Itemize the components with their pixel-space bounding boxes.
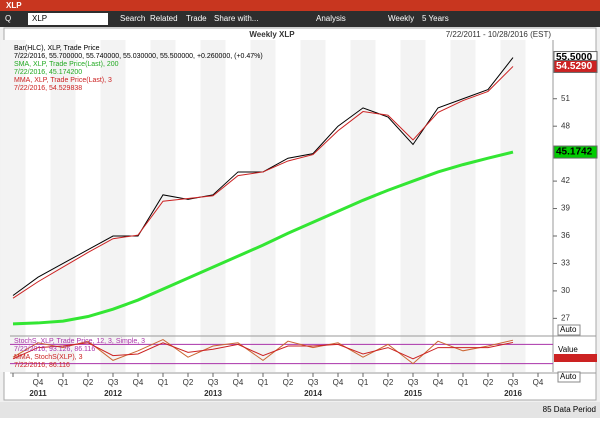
toolbar-button[interactable]: 5 Years xyxy=(422,14,449,23)
x-tick-label: Q3 xyxy=(508,378,519,387)
x-tick-label: Q4 xyxy=(133,378,144,387)
year-label: 2016 xyxy=(504,389,522,398)
legend-text: 7/22/2016, 55.700000, 55.740000, 55.0300… xyxy=(14,53,263,60)
stoch-legend: StochS, XLP, Trade Price, 12, 3, Simple,… xyxy=(14,338,145,345)
symbol[interactable]: XLP xyxy=(32,14,47,23)
x-tick-label: Q4 xyxy=(33,378,44,387)
last-value-box xyxy=(553,59,598,73)
x-tick-label: Q3 xyxy=(408,378,419,387)
x-tick-label: Q1 xyxy=(58,378,69,387)
symbol-input[interactable] xyxy=(28,13,108,25)
stoch-legend: MMA, StochS(XLP), 3 xyxy=(14,354,83,361)
toolbar-button[interactable]: Search xyxy=(120,14,145,23)
x-tick-label: Q2 xyxy=(483,378,494,387)
x-tick-label: Q1 xyxy=(458,378,469,387)
legend-text: 7/22/2016, 54.529838 xyxy=(14,85,82,92)
x-tick-label: Q1 xyxy=(158,378,169,387)
y-tick-label: 36 xyxy=(561,231,570,240)
quarter-stripe xyxy=(450,40,476,372)
y-tick-label: 39 xyxy=(561,204,570,213)
last-value-box xyxy=(553,145,598,159)
x-tick-label: Q2 xyxy=(83,378,94,387)
legend-text: Bar(HLC), XLP, Trade Price xyxy=(14,45,100,52)
year-label: 2012 xyxy=(104,389,122,398)
toolbar-button[interactable]: Weekly xyxy=(388,14,414,23)
stoch-line xyxy=(12,341,514,360)
auto-button[interactable] xyxy=(557,324,581,336)
quarter-stripe xyxy=(250,40,276,372)
x-tick-label: Q4 xyxy=(433,378,444,387)
quarter-stripe xyxy=(100,40,126,372)
toolbar-button[interactable]: Analysis xyxy=(316,14,346,23)
price-line xyxy=(12,66,514,299)
x-tick-label: Q4 xyxy=(533,378,544,387)
symbol-prefix[interactable]: Q xyxy=(5,14,11,23)
x-tick-label: Q2 xyxy=(383,378,394,387)
y-tick-label: 42 xyxy=(561,176,570,185)
status: 85 Data Period xyxy=(543,405,596,414)
quarter-stripe xyxy=(350,40,376,372)
toolbar xyxy=(0,11,600,27)
toolbar-button[interactable]: Share with... xyxy=(214,14,258,23)
year-label: 2015 xyxy=(404,389,422,398)
quarter-stripe xyxy=(0,40,26,372)
auto-button[interactable] xyxy=(557,371,581,383)
legend-text: MMA, XLP, Trade Price(Last), 3 xyxy=(14,77,112,84)
x-tick-label: Q3 xyxy=(208,378,219,387)
auto-label[interactable]: Auto xyxy=(560,372,577,381)
x-tick-label: Q4 xyxy=(333,378,344,387)
x-tick-label: Q2 xyxy=(283,378,294,387)
last-value-label: 54.5290 xyxy=(556,61,593,72)
date-range: 7/22/2011 - 10/28/2016 (EST) xyxy=(446,30,552,39)
y-tick-label: 48 xyxy=(561,121,570,130)
auto-label[interactable]: Auto xyxy=(560,325,577,334)
y-tick-label: 51 xyxy=(561,94,570,103)
y-tick-label: 27 xyxy=(561,313,570,322)
y-tick-label: 30 xyxy=(561,286,570,295)
price-line xyxy=(12,150,514,326)
quarter-stripe xyxy=(300,40,326,372)
x-tick-label: Q3 xyxy=(308,378,319,387)
toolbar-button[interactable]: Related xyxy=(150,14,178,23)
x-tick-label: Q3 xyxy=(108,378,119,387)
x-tick-label: Q4 xyxy=(233,378,244,387)
stoch-value-box xyxy=(554,354,597,362)
quarter-stripe xyxy=(50,40,76,372)
year-label: 2011 xyxy=(29,389,47,398)
window-title: XLP xyxy=(6,1,22,10)
quarter-stripe xyxy=(200,40,226,372)
x-tick-label: Q1 xyxy=(358,378,369,387)
x-tick-label: Q1 xyxy=(258,378,269,387)
quarter-stripe xyxy=(500,40,526,372)
toolbar-button[interactable]: Trade xyxy=(186,14,207,23)
stoch-legend: 7/22/2016, 86.116 xyxy=(14,362,70,369)
status-bar xyxy=(0,402,600,418)
chart-title: Weekly XLP xyxy=(249,30,295,39)
stoch-legend: 7/22/2016, 93.126, 86.116 xyxy=(14,346,95,353)
quarter-stripe xyxy=(150,40,176,372)
year-label: 2013 xyxy=(204,389,222,398)
title-bar xyxy=(0,0,600,11)
last-value-label: 45.1742 xyxy=(556,147,593,158)
x-tick-label: Q2 xyxy=(183,378,194,387)
y-tick-label: 33 xyxy=(561,259,570,268)
legend-text: 7/22/2016, 45.174200 xyxy=(14,69,82,76)
quarter-stripe xyxy=(400,40,426,372)
legend-text: SMA, XLP, Trade Price(Last), 200 xyxy=(14,61,119,68)
year-label: 2014 xyxy=(304,389,322,398)
last-value-label: 55.5000 xyxy=(556,52,593,63)
value-title: Value xyxy=(558,345,578,354)
